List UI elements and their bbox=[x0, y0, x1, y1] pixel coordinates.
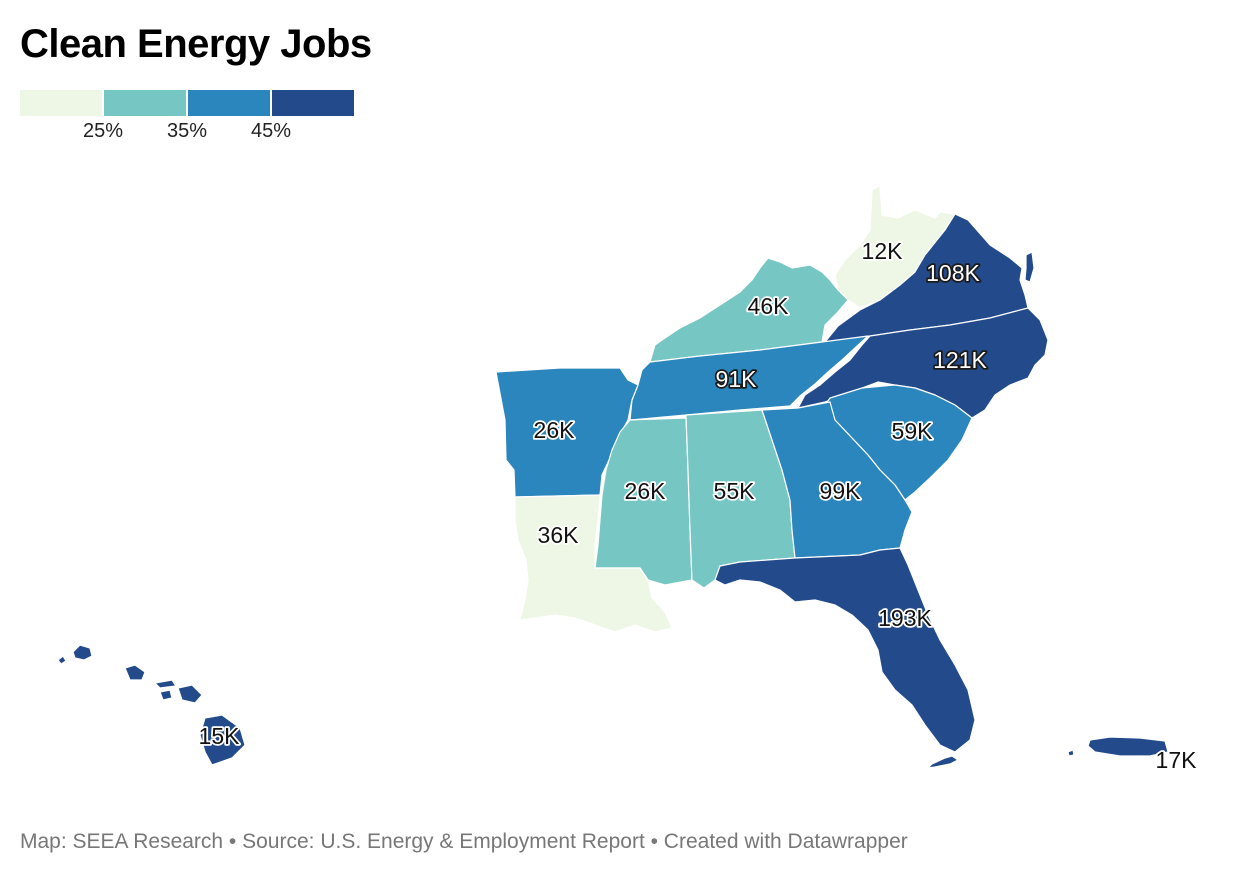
state-ga[interactable] bbox=[761, 401, 913, 559]
state-pr[interactable] bbox=[1087, 736, 1169, 757]
state-hi[interactable] bbox=[57, 644, 246, 766]
label-va: 108K bbox=[926, 260, 980, 286]
legend-swatch-1 bbox=[20, 90, 102, 116]
label-tn: 91K bbox=[716, 366, 758, 392]
legend-label-25: 25% bbox=[82, 120, 124, 142]
label-al: 55K bbox=[714, 478, 756, 504]
state-la[interactable] bbox=[514, 494, 673, 633]
label-wv: 12K bbox=[862, 238, 904, 264]
label-fl: 193K bbox=[878, 605, 932, 631]
map-title: Clean Energy Jobs bbox=[20, 22, 372, 66]
state-nc[interactable] bbox=[797, 307, 1049, 419]
state-fl-keys[interactable] bbox=[927, 755, 959, 769]
legend-label-35: 35% bbox=[166, 120, 208, 142]
label-ms: 26K bbox=[625, 478, 667, 504]
source-footer: Map: SEEA Research • Source: U.S. Energy… bbox=[20, 830, 908, 853]
label-ga: 99K bbox=[820, 478, 862, 504]
color-legend: 25% 35% 45% bbox=[20, 90, 360, 150]
legend-swatch-3 bbox=[188, 90, 270, 116]
legend-swatch-2 bbox=[104, 90, 186, 116]
legend-swatch-4 bbox=[272, 90, 354, 116]
state-fl[interactable] bbox=[714, 547, 976, 753]
label-nc: 121K bbox=[933, 347, 987, 373]
label-pr: 17K bbox=[1156, 747, 1198, 773]
state-va-shore[interactable] bbox=[1024, 251, 1035, 283]
label-sc: 59K bbox=[892, 418, 934, 444]
state-pr-island[interactable] bbox=[1067, 749, 1075, 757]
label-hi: 15K bbox=[199, 723, 241, 749]
legend-label-45: 45% bbox=[250, 120, 292, 142]
label-la: 36K bbox=[538, 522, 580, 548]
label-ar: 26K bbox=[534, 417, 576, 443]
label-ky: 46K bbox=[748, 293, 790, 319]
